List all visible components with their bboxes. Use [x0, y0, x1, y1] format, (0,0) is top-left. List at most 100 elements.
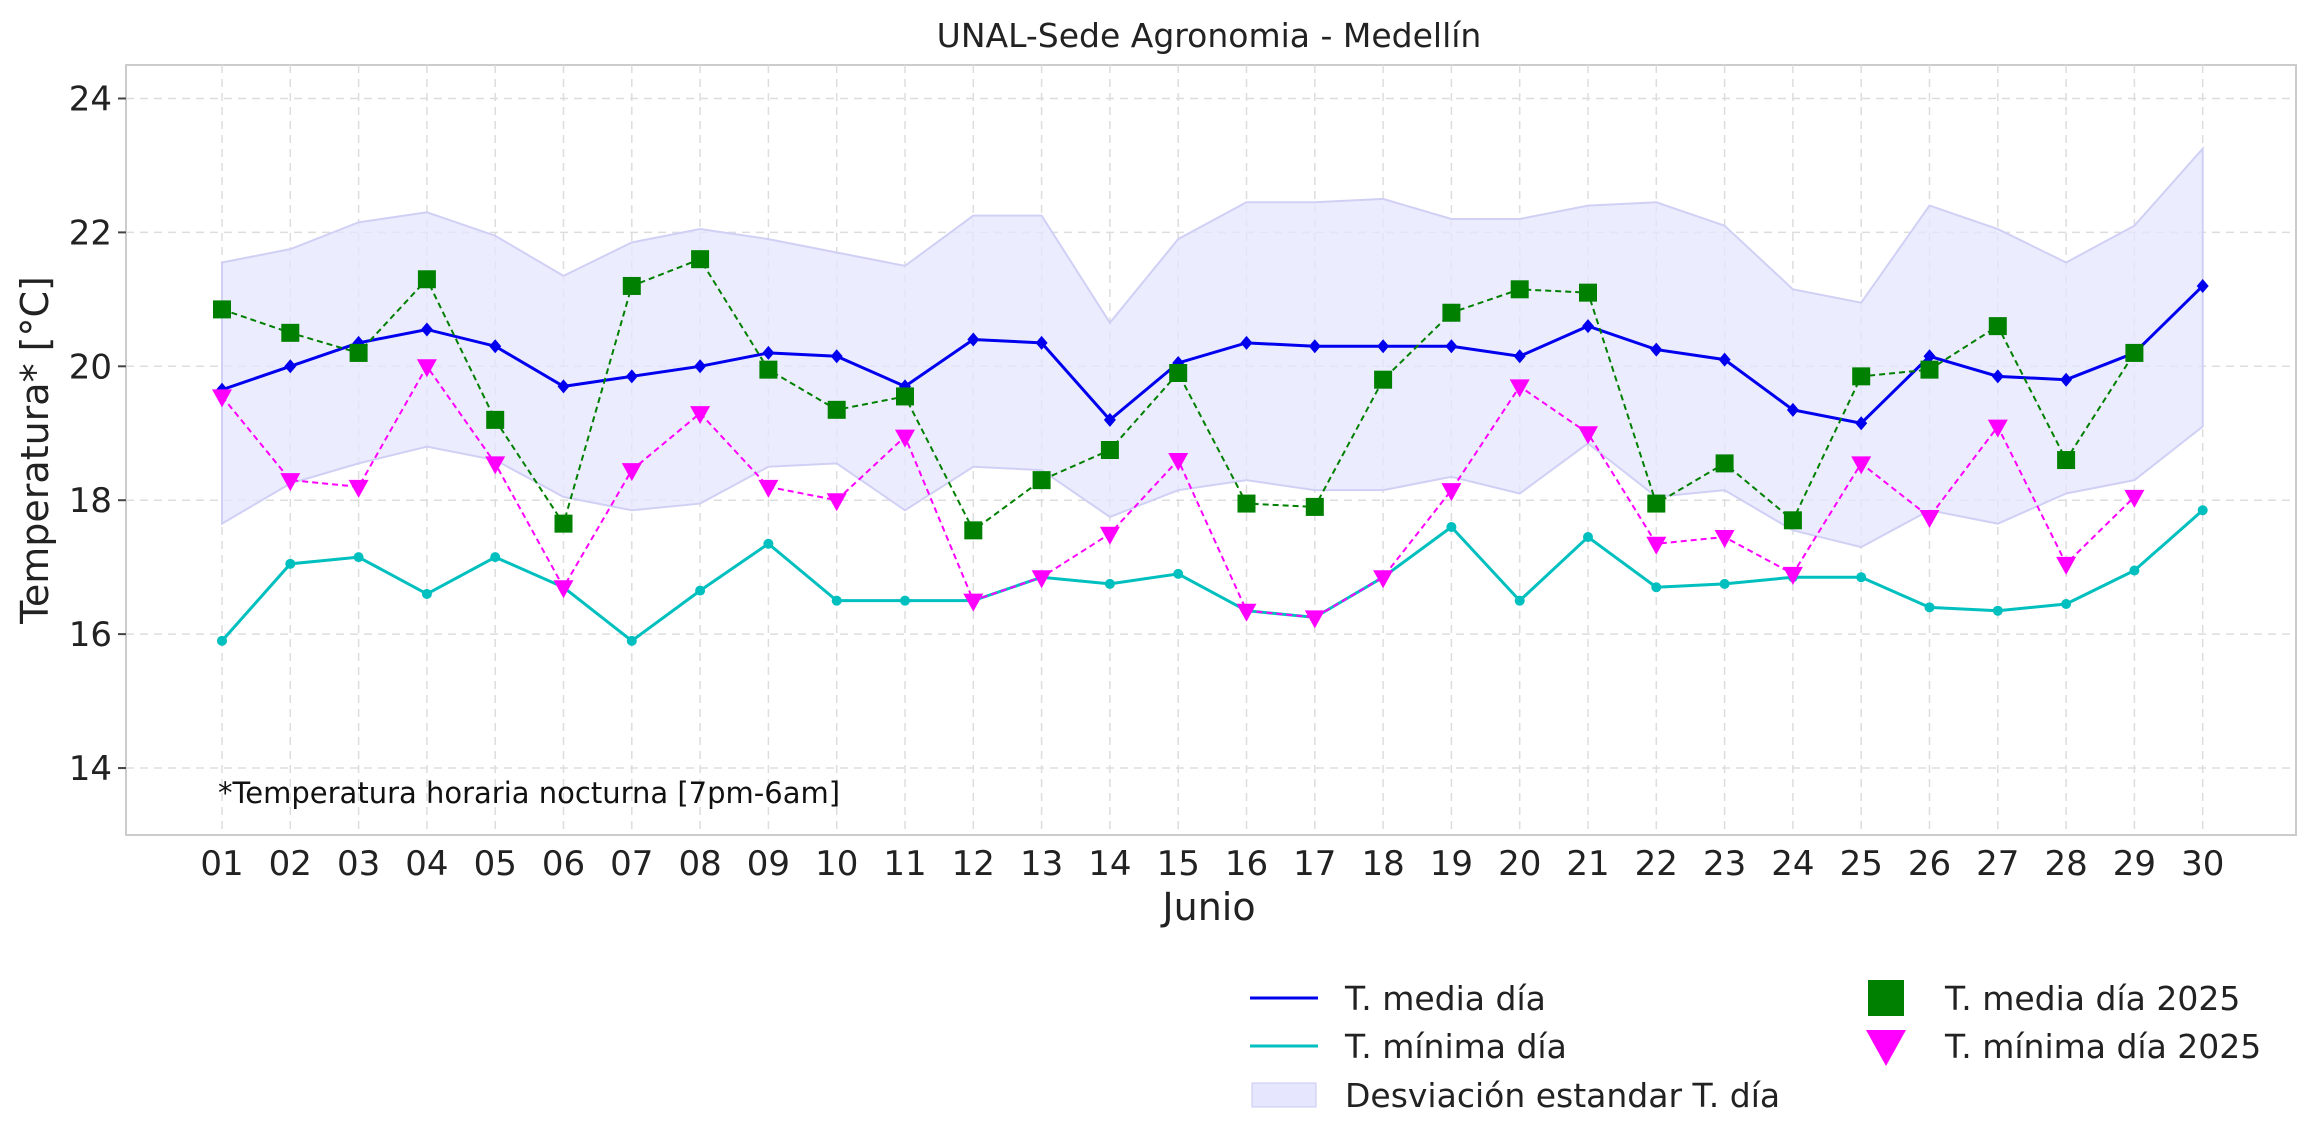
data-point: [1991, 369, 2004, 384]
data-point: [1852, 367, 1871, 386]
data-point: [280, 473, 301, 492]
data-point: [421, 588, 432, 599]
data-point: [691, 250, 710, 269]
data-point: [1031, 570, 1052, 589]
chart-title: UNAL-Sede Agronomia - Medellín: [937, 16, 1482, 55]
x-tick-label: 29: [2113, 844, 2156, 884]
data-point: [1305, 497, 1324, 516]
data-point: [1032, 471, 1051, 490]
tick-labels: 01 02 03 04 05 06 07 08 09 10 11 12 13 14 15 16 17 18 19 20…: [69, 79, 2225, 884]
data-point: [1099, 526, 1120, 545]
x-tick-label: 15: [1157, 844, 1200, 884]
data-point: [1650, 342, 1663, 357]
x-tick-label: 30: [2181, 844, 2224, 884]
y-tick-label: 20: [69, 347, 112, 387]
data-point: [217, 635, 227, 646]
y-tick-label: 22: [69, 213, 112, 253]
data-point: [827, 400, 846, 419]
data-point: [690, 406, 711, 425]
data-point: [553, 580, 574, 599]
data-point: [2197, 505, 2208, 516]
data-point: [1579, 283, 1597, 302]
series-line: [221, 284, 2204, 425]
x-tick-label: 19: [1430, 844, 1473, 884]
data-point: [830, 349, 843, 364]
data-point: [1240, 335, 1253, 350]
data-point: [1923, 349, 1936, 364]
legend-label-t-media: T. media día: [1344, 979, 1546, 1018]
series-line: [221, 257, 2136, 532]
data-point: [416, 359, 437, 378]
x-tick-label: 23: [1703, 844, 1746, 884]
x-tick-label: 21: [1566, 844, 1609, 884]
data-point: [758, 479, 779, 498]
y-tick-label: 18: [69, 481, 112, 521]
x-tick-label: 05: [474, 844, 517, 884]
data-point: [2060, 372, 2073, 387]
data-point: [2061, 599, 2072, 609]
data-point: [1783, 511, 1802, 530]
x-tick-label: 12: [952, 844, 995, 884]
x-tick-label: 11: [883, 844, 926, 884]
data-point: [895, 429, 915, 448]
data-point: [1513, 349, 1526, 364]
data-point: [281, 323, 300, 342]
data-point: [353, 552, 364, 563]
series-2: [213, 250, 2144, 540]
data-point: [1510, 280, 1529, 299]
data-point: [826, 493, 847, 512]
data-point: [762, 345, 775, 360]
data-point: [2196, 278, 2209, 293]
legend: T. media día T. mínima día Desviación es…: [1250, 979, 2261, 1115]
data-point: [1715, 454, 1734, 473]
data-point: [695, 585, 706, 596]
series-0: [216, 278, 2209, 431]
x-tick-label: 04: [405, 844, 448, 884]
data-point: [1168, 453, 1189, 472]
data-point: [1304, 610, 1325, 629]
data-point: [1851, 456, 1872, 475]
data-point: [625, 369, 638, 384]
y-tick-label: 24: [69, 79, 112, 119]
std-band-area: [221, 146, 2204, 549]
x-tick-label: 07: [610, 844, 653, 884]
y-axis-label: Temperatura* [°C]: [13, 276, 57, 625]
x-tick-label: 17: [1293, 844, 1336, 884]
data-point: [1651, 582, 1662, 593]
data-point: [1578, 426, 1598, 445]
data-point: [284, 359, 297, 374]
data-point: [420, 322, 433, 337]
data-point: [213, 300, 231, 319]
legend-swatch-std-band: [1251, 1082, 1317, 1108]
data-point: [285, 558, 296, 569]
data-point: [485, 456, 506, 475]
x-tick-label: 22: [1635, 844, 1678, 884]
std-band-layer: [221, 146, 2204, 549]
x-tick-label: 08: [678, 844, 721, 884]
data-point: [967, 332, 980, 347]
legend-label-std-band: Desviación estandar T. día: [1345, 1076, 1780, 1115]
data-point: [486, 410, 505, 429]
data-point: [1924, 602, 1935, 613]
data-point: [2129, 565, 2140, 576]
data-point: [1373, 570, 1394, 589]
data-point: [900, 595, 910, 606]
data-point: [694, 359, 707, 374]
data-point: [1374, 370, 1393, 389]
data-point: [490, 552, 501, 563]
data-point: [1786, 402, 1799, 417]
data-point: [1718, 352, 1731, 367]
legend-swatch-t-media-2025: [1868, 980, 1904, 1016]
chart-annotation: *Temperatura horaria nocturna [7pm-6am]: [218, 776, 840, 810]
data-point: [489, 339, 502, 354]
data-point: [1856, 572, 1867, 583]
data-point: [1236, 603, 1257, 622]
x-tick-label: 01: [200, 844, 243, 884]
data-point: [1514, 595, 1525, 606]
x-tick-label: 25: [1840, 844, 1883, 884]
data-point: [212, 389, 232, 408]
data-point: [763, 538, 774, 549]
x-tick-label: 06: [542, 844, 585, 884]
x-tick-label: 24: [1771, 844, 1814, 884]
data-point: [1920, 360, 1939, 379]
